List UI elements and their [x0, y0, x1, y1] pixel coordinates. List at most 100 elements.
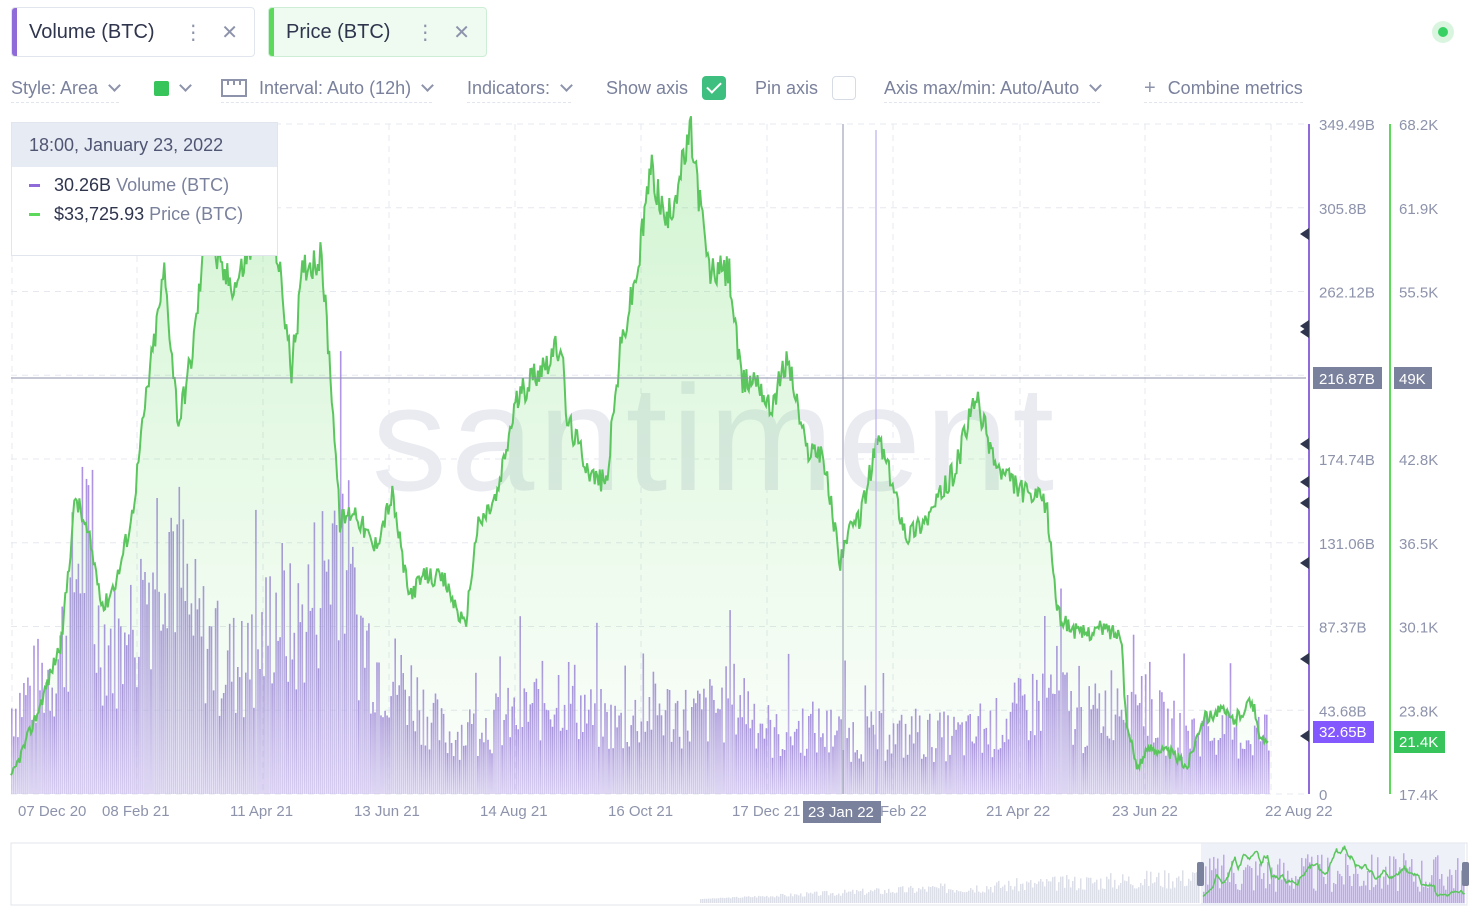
navigator-volume-bar [1203, 891, 1205, 903]
volume-bar [1138, 703, 1141, 794]
navigator-volume-bar [828, 895, 830, 903]
price-axis-tick: 68.2K [1399, 117, 1438, 134]
navigator-volume-bar [1180, 880, 1182, 903]
style-dropdown[interactable]: Style: Area [11, 76, 121, 103]
navigator-volume-bar [1028, 882, 1030, 903]
navigator-volume-bar [1377, 857, 1379, 903]
more-options-icon[interactable]: ⋮ [183, 21, 204, 44]
navigator-volume-bar [930, 887, 932, 903]
navigator-volume-bar [1198, 874, 1200, 903]
navigator-volume-bar [1102, 888, 1104, 903]
navigator-volume-bar [846, 892, 848, 903]
tooltip-row-volume: 30.26B Volume (BTC) [29, 175, 277, 196]
navigator-volume-bar [984, 892, 986, 903]
volume-bar [1161, 692, 1163, 794]
navigator-volume-bar [744, 896, 746, 903]
x-axis-tick: 14 Aug 21 [480, 803, 548, 820]
last-volume-label: 32.65B [1319, 724, 1367, 741]
navigator-volume-bar [1303, 866, 1305, 903]
close-icon[interactable]: ✕ [221, 21, 238, 44]
crosshair-price-label: 49K [1399, 371, 1426, 388]
x-axis-tick: 11 Apr 21 [230, 803, 293, 820]
navigator-volume-bar [816, 891, 818, 903]
interval-dropdown[interactable]: Interval: Auto (12h) [221, 76, 434, 103]
volume-bar [1183, 653, 1185, 794]
volume-bar [1132, 634, 1135, 794]
signal-marker-icon [1300, 557, 1309, 569]
show-axis-toggle[interactable]: Show axis [606, 76, 727, 102]
navigator-volume-bar [1321, 854, 1323, 903]
navigator-volume-bar [1221, 865, 1223, 903]
navigator-volume-bar [758, 895, 760, 903]
navigator-volume-bar [1403, 853, 1405, 903]
close-icon[interactable]: ✕ [453, 21, 470, 44]
metric-chip-price[interactable]: Price (BTC) ⋮ ✕ [268, 7, 487, 57]
navigator-volume-bar [1196, 872, 1198, 903]
navigator-price-line [1202, 845, 1466, 898]
navigator-volume-bar [1052, 877, 1054, 903]
combine-metrics-button[interactable]: + Combine metrics [1144, 76, 1303, 103]
navigator-volume-bar [1337, 870, 1339, 903]
navigator-volume-bar [954, 892, 956, 903]
navigator-volume-bar [1315, 890, 1317, 903]
navigator-volume-bar [1267, 862, 1269, 903]
navigator-volume-bar [1098, 889, 1100, 903]
volume-bar [13, 736, 15, 794]
navigator-volume-bar [974, 892, 976, 903]
price-axis-tick: 36.5K [1399, 536, 1438, 553]
navigator-volume-bar [968, 890, 970, 903]
navigator-volume-bar [922, 886, 924, 903]
price-axis-tick: 42.8K [1399, 452, 1438, 469]
navigator-volume-bar [1429, 882, 1431, 903]
indicators-dropdown[interactable]: Indicators: [467, 76, 573, 103]
navigator-volume-bar [1411, 859, 1413, 903]
navigator-volume-bar [740, 897, 742, 903]
navigator-volume-bar [896, 892, 898, 903]
navigator-volume-bar [1243, 869, 1245, 903]
navigator-volume-bar [990, 886, 992, 903]
navigator-volume-bar [948, 889, 950, 903]
show-axis-checkbox[interactable] [702, 76, 727, 100]
navigator-volume-bar [1249, 866, 1251, 903]
range-navigator[interactable] [10, 842, 1469, 906]
navigator-volume-bar [748, 896, 750, 903]
crosshair-volume-label: 216.87B [1319, 371, 1375, 388]
x-axis-tick: 23 Jun 22 [1112, 803, 1178, 820]
more-options-icon[interactable]: ⋮ [415, 21, 436, 44]
crosshair-volume-bg [1313, 367, 1382, 389]
navigator-volume-bar [790, 893, 792, 903]
navigator-volume-bar [778, 896, 780, 903]
pin-axis-toggle[interactable]: Pin axis [755, 76, 857, 102]
navigator-volume-bar [1022, 883, 1024, 903]
navigator-volume-bar [1016, 878, 1018, 903]
navigator-volume-bar [970, 888, 972, 903]
tooltip-volume-name: Volume (BTC) [116, 175, 230, 195]
signal-marker-icon [1300, 476, 1309, 488]
navigator-volume-bar [1213, 856, 1215, 903]
chart-tooltip: 18:00, January 23, 2022 30.26B Volume (B… [11, 122, 278, 256]
navigator-volume-bar [742, 897, 744, 903]
navigator-volume-bar [1459, 892, 1461, 903]
navigator-volume-bar [868, 892, 870, 903]
navigator-volume-bar [1156, 877, 1158, 903]
navigator-volume-bar [1014, 886, 1016, 903]
metric-chip-volume[interactable]: Volume (BTC) ⋮ ✕ [11, 7, 255, 57]
navigator-volume-bar [1130, 884, 1132, 903]
navigator-volume-bar [1265, 888, 1267, 903]
volume-bar [1179, 713, 1181, 794]
navigator-volume-bar [708, 898, 710, 903]
axis-maxmin-dropdown[interactable]: Axis max/min: Auto/Auto [884, 76, 1102, 103]
navigator-volume-bar [1381, 888, 1383, 903]
volume-bar [1185, 725, 1187, 794]
color-dropdown[interactable] [154, 76, 192, 102]
navigator-volume-bar [872, 891, 874, 903]
navigator-volume-bar [774, 897, 776, 903]
navigator-volume-bar [1437, 855, 1439, 903]
pin-axis-checkbox[interactable] [832, 76, 857, 100]
x-axis-tick: 07 Dec 20 [18, 803, 86, 820]
navigator-volume-bar [780, 893, 782, 903]
navigator-volume-bar [1319, 864, 1321, 903]
navigator-volume-bar [876, 888, 878, 903]
navigator-volume-bar [1355, 868, 1357, 903]
